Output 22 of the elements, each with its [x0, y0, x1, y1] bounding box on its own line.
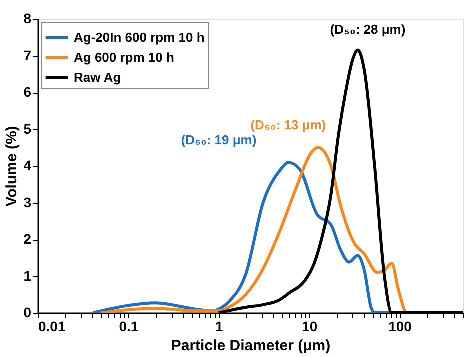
y-tick-label: 8	[24, 10, 32, 26]
y-tick-label: 5	[24, 120, 32, 137]
x-tick-label: 10	[302, 318, 318, 334]
x-tick-label: 0.01	[38, 318, 66, 334]
y-tick-label: 3	[24, 194, 32, 210]
y-tick-label: 4	[24, 158, 32, 174]
legend-label: Raw Ag	[74, 70, 122, 85]
x-tick-label: 100	[388, 318, 412, 334]
legend-label: Ag-20In 600 rpm 10 h	[74, 30, 205, 45]
y-tick-label: 7	[24, 47, 32, 64]
y-tick-label: 2	[24, 231, 32, 247]
x-tick-label: 0.1	[119, 318, 139, 334]
y-axis-title: Volume (%)	[4, 126, 21, 207]
y-tick-label: 1	[24, 268, 32, 284]
annotation: (D₅₀: 28 μm)	[330, 22, 406, 38]
y-tick-label: 0	[24, 304, 32, 320]
x-axis-title: Particle Diameter (μm)	[171, 338, 331, 354]
annotation: (D₅₀: 19 μm)	[181, 132, 257, 148]
annotation: (D₅₀: 13 μm)	[250, 118, 326, 133]
y-tick-label: 6	[24, 84, 32, 100]
x-tick-label: 1	[215, 318, 224, 334]
legend-label: Ag 600 rpm 10 h	[74, 50, 174, 65]
